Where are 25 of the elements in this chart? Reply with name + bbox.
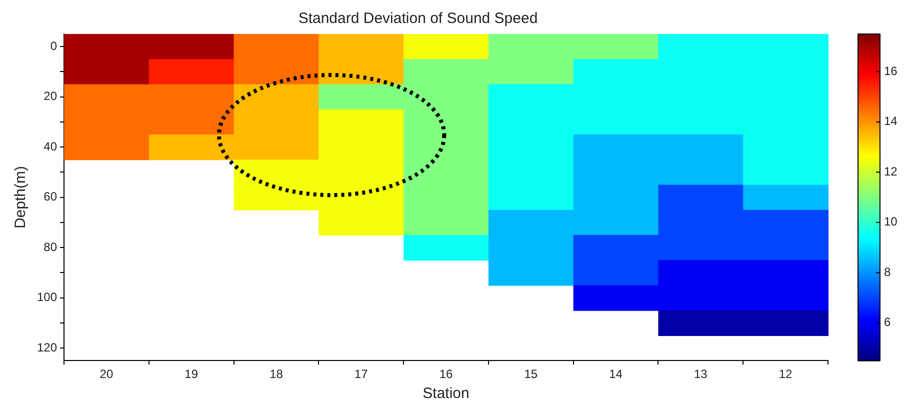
x-axis-title: Station <box>422 385 470 402</box>
color-bar-label: 14 <box>884 114 898 128</box>
color-bar-label: 10 <box>884 214 898 229</box>
x-tick-label: 18 <box>270 367 284 382</box>
y-tick-label: 40 <box>44 139 58 154</box>
x-tick-label: 17 <box>354 367 368 382</box>
chart-title: Standard Deviation of Sound Speed <box>298 10 538 28</box>
x-tick-label: 20 <box>100 367 114 382</box>
y-tick-label: 20 <box>44 89 58 104</box>
x-tick-label: 14 <box>609 367 623 382</box>
color-bar-label: 16 <box>884 64 898 78</box>
x-tick-label: 16 <box>439 367 454 382</box>
y-axis-title: Depth(m) <box>12 166 30 229</box>
y-tick-label: 80 <box>44 240 58 254</box>
color-bar-label: 8 <box>884 264 891 279</box>
color-bar-label: 6 <box>884 315 891 330</box>
x-tick-label: 12 <box>778 367 793 382</box>
y-tick-label: 120 <box>36 340 58 354</box>
y-tick-label: 60 <box>44 190 58 204</box>
x-tick-label: 13 <box>694 367 708 382</box>
y-tick-label: 0 <box>50 38 58 53</box>
color-bar-label: 12 <box>884 164 898 178</box>
x-tick-label: 19 <box>184 367 198 382</box>
y-tick-label: 100 <box>36 290 58 304</box>
x-tick-label: 15 <box>524 367 538 382</box>
